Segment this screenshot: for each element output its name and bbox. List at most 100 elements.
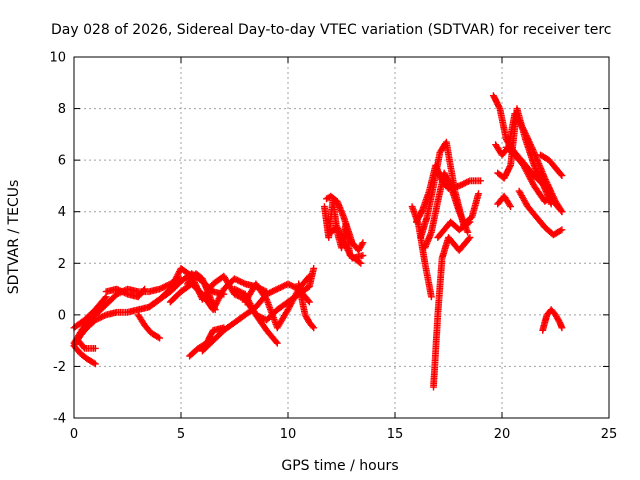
data-point [554,167,561,174]
data-point [284,306,292,314]
data-point [284,280,292,288]
data-point [310,265,318,272]
data-point [498,151,506,159]
data-point [77,350,84,357]
data-point [466,177,474,185]
data-point [513,105,521,112]
data-point [490,92,497,100]
series-fill-markers [539,307,565,333]
data-point [186,352,193,360]
data-point [241,280,249,288]
data-point [295,280,303,288]
data-point [502,143,510,151]
data-point [434,198,442,205]
series-fill-markers [495,194,513,209]
data-point [430,182,437,190]
series-fill-markers [504,145,554,204]
x-tick-label: 0 [70,427,78,442]
data-point [102,288,110,296]
data-point [252,311,260,319]
data-point [273,285,281,293]
data-point [547,306,555,314]
data-point [231,275,238,283]
data-point [263,326,270,334]
data-point [357,259,365,267]
data-point [273,339,281,347]
data-point [511,151,519,159]
data-point [102,301,110,308]
data-point [428,293,435,301]
ticks [73,56,610,419]
data-point [547,200,555,208]
data-point [220,326,228,334]
data-point [263,316,270,324]
series-layer [70,92,566,391]
data-point [496,105,504,112]
series-s30 [515,187,566,239]
data-point [430,383,437,391]
data-point [530,161,538,169]
data-point [434,311,442,319]
series-fill-markers [516,189,564,238]
data-point [524,203,532,210]
data-point [134,293,142,301]
data-point [552,311,559,319]
data-point [455,208,463,216]
data-point [558,324,566,332]
data-point [436,149,444,156]
data-point [327,192,335,200]
series-s5 [70,293,110,332]
series-s22 [421,169,472,252]
data-point [556,319,564,326]
data-point [199,347,206,355]
data-point [408,203,416,210]
plot-frame [73,56,610,419]
series-s6 [102,285,148,301]
data-point [301,311,309,319]
data-point [306,283,313,290]
data-point [530,182,538,190]
series-s32 [539,306,566,334]
data-point [92,345,99,352]
series-s14 [241,280,313,332]
data-point [492,141,499,149]
y-axis-title: SDTVAR / TECUs [6,180,22,295]
x-tick-label: 20 [494,427,511,442]
series-s15 [295,280,318,332]
data-point [74,337,82,344]
data-point [83,324,91,332]
data-point [199,290,206,298]
data-point [545,156,553,164]
data-point [421,244,429,252]
data-point [241,298,249,306]
data-point [541,319,549,326]
data-point [327,228,335,236]
series-s28 [502,143,555,205]
series-s7 [134,311,163,342]
data-point [520,161,527,169]
data-point [124,308,131,316]
data-point [348,239,356,247]
data-point [263,296,270,303]
chart-title: Day 028 of 2026, Sidereal Day-to-day VTE… [51,22,611,38]
series-s24 [434,218,474,241]
data-point [348,254,356,262]
data-point [156,296,163,303]
data-point [141,285,148,293]
data-point [92,316,99,324]
series-fill-markers [71,343,98,367]
data-point [252,280,260,288]
data-point [220,272,228,280]
data-point [558,172,566,179]
data-point [359,252,367,259]
data-point [419,205,427,213]
y-tick-label: 2 [58,257,66,272]
data-point [156,285,163,293]
data-point [440,226,448,234]
data-point [507,161,514,169]
data-point [477,177,484,185]
data-point [532,213,540,221]
data-point [541,198,549,205]
data-point [466,218,474,226]
series-fill-markers [538,152,565,178]
